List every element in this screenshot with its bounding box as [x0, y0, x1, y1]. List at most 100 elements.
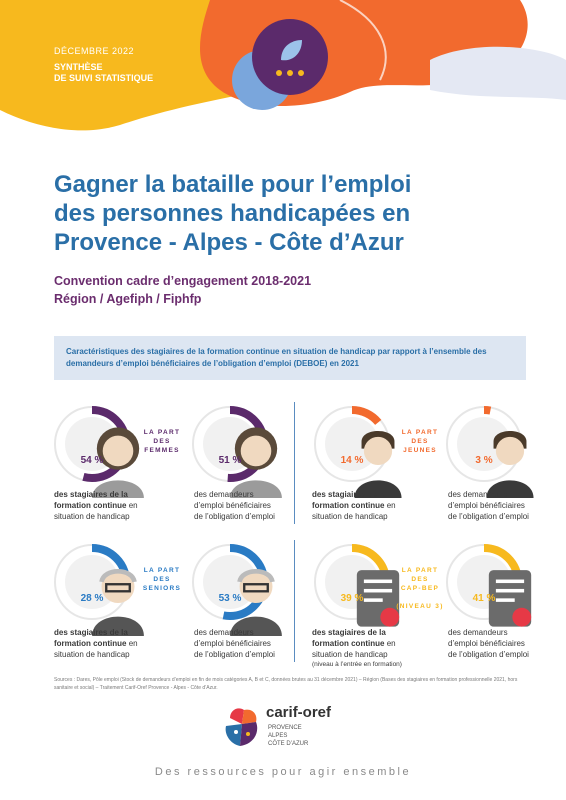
caption-trainees: des stagiaires de la formation continue e…: [54, 627, 138, 660]
logo-mark-icon: [225, 708, 258, 746]
caption-line: d’emploi bénéficiaires: [448, 501, 525, 510]
caption-line: de l’obligation d’emploi: [448, 512, 529, 521]
stat-tag-line: DES: [153, 576, 171, 583]
intro-box: Caractéristiques des stagiaires de la fo…: [54, 336, 526, 380]
senior-icon: [230, 568, 282, 636]
caption-line: des stagiaires de la: [54, 627, 138, 638]
report-type: SYNTHÈSE DE SUIVI STATISTIQUE: [54, 62, 194, 84]
donut-chart: 39 %: [312, 542, 400, 627]
stat-tag-cap-bep: LA PART DES CAP-BEP (NIVEAU 3): [390, 566, 450, 611]
percent-value: 14 %: [340, 455, 364, 466]
title-line: des personnes handicapées en: [54, 200, 411, 227]
stat-tag-line: CAP-BEP: [400, 585, 440, 592]
diploma-icon: [356, 570, 400, 627]
woman-icon: [92, 427, 144, 498]
caption-line: de l’obligation d’emploi: [194, 512, 275, 521]
caption-line: d’emploi bénéficiaires: [194, 639, 271, 648]
stat-tag-line: LA PART: [401, 567, 439, 574]
caption-line: situation de handicap: [312, 512, 388, 521]
stat-tag-line: DES: [411, 576, 429, 583]
donut-value-arc: [446, 406, 522, 482]
donut-chart: 3 %: [444, 404, 534, 498]
caption-line: des demandeurs: [448, 490, 508, 499]
stat-tag-line: DES: [411, 438, 429, 445]
logo-wordmark: carif-oref: [266, 704, 332, 721]
stat-tag-line: (NIVEAU 3): [396, 603, 444, 610]
caption-bold: formation continue: [54, 501, 127, 510]
stat-tag-line: [390, 593, 450, 602]
caption-line: des stagiaires de la: [312, 489, 396, 500]
caption-bold: des stagiaires de la: [312, 628, 386, 637]
caption-line: d’emploi bénéficiaires: [448, 639, 525, 648]
donut-chart: 28 %: [52, 542, 144, 636]
stat-tag-seniors: LA PART DES SENIORS: [130, 566, 194, 593]
caption-line: formation continue en: [54, 500, 138, 511]
footer-tagline: Des ressources pour agir ensemble: [154, 766, 412, 778]
caption-line: des stagiaires de la: [312, 627, 402, 638]
logo-region-line: CÔTE D’AZUR: [268, 741, 309, 747]
subtitle: Convention cadre d’engagement 2018-2021 …: [54, 272, 311, 308]
caption-line: des stagiaires de la: [54, 489, 138, 500]
young-person-icon: [486, 430, 534, 498]
caption-line: de l’obligation d’emploi: [448, 650, 529, 659]
logo-region: PROVENCE ALPES CÔTE D’AZUR: [268, 724, 308, 748]
caption-job-seekers: des demandeurs d’emploi bénéficiaires de l…: [448, 627, 529, 660]
caption-line: situation de handicap: [312, 650, 388, 659]
caption-job-seekers: des demandeurs d’emploi bénéficiaires de l…: [194, 627, 275, 660]
caption-line: des demandeurs: [448, 628, 508, 637]
intro-text: Caractéristiques des stagiaires de la fo…: [66, 347, 487, 368]
stat-tag-line: JEUNES: [403, 447, 437, 454]
caption-trainees: des stagiaires de la formation continue e…: [54, 489, 138, 522]
subtitle-line: Région / Agefiph / Fiphfp: [54, 292, 202, 306]
caption-line: d’emploi bénéficiaires: [194, 501, 271, 510]
percent-value: 41 %: [472, 593, 496, 604]
stat-tag-jeunes: LA PART DES JEUNES: [390, 428, 450, 455]
donut-chart: 51 %: [190, 404, 282, 498]
caption-trainees: des stagiaires de la formation continue e…: [312, 627, 402, 670]
caption-bold: des stagiaires de la: [312, 490, 386, 499]
header-decoration: [0, 0, 566, 131]
caption-en: en: [128, 501, 138, 510]
page-title: Gagner la bataille pour l’emploi des per…: [54, 170, 494, 257]
caption-job-seekers: des demandeurs d’emploi bénéficiaires de l…: [448, 489, 529, 522]
subtitle-line: Convention cadre d’engagement 2018-2021: [54, 274, 312, 288]
stat-tag-line: DES: [153, 438, 171, 445]
stat-tag-line: LA PART: [143, 429, 181, 436]
young-person-icon: [354, 430, 402, 498]
caption-line: formation continue en: [54, 638, 138, 649]
caption-line: des demandeurs: [194, 490, 254, 499]
caption-note: (niveau à l’entrée en formation): [312, 661, 402, 668]
report-type-line: DE SUIVI STATISTIQUE: [54, 73, 154, 83]
caption-line: situation de handicap: [54, 512, 130, 521]
logo-region-line: PROVENCE: [268, 725, 302, 731]
report-type-line: SYNTHÈSE: [54, 62, 103, 72]
donut-chart: 53 %: [190, 542, 282, 636]
title-line: Gagner la bataille pour l’emploi: [54, 171, 412, 198]
divider: [294, 402, 295, 524]
carif-oref-logo: carif-oref PROVENCE ALPES CÔTE D’AZUR: [222, 704, 362, 754]
sources-note: Sources : Dares, Pôle emploi (Stock de d…: [54, 677, 518, 691]
divider: [294, 540, 295, 662]
caption-line: formation continue en: [312, 638, 402, 649]
percent-value: 53 %: [218, 593, 242, 604]
title-line: Provence - Alpes - Côte d’Azur: [54, 229, 404, 256]
caption-en: en: [128, 639, 138, 648]
senior-icon: [92, 568, 144, 636]
diploma-icon: [488, 570, 532, 627]
stat-tag-line: LA PART: [143, 567, 181, 574]
percent-value: 54 %: [80, 455, 104, 466]
logo-region-line: ALPES: [268, 733, 288, 739]
caption-line: de l’obligation d’emploi: [194, 650, 275, 659]
percent-value: 51 %: [218, 455, 242, 466]
caption-line: formation continue en: [312, 500, 396, 511]
caption-bold: des stagiaires de la: [54, 628, 128, 637]
donut-value-arc: [314, 406, 390, 482]
donut-chart: 54 %: [52, 404, 144, 498]
caption-bold: formation continue: [312, 639, 385, 648]
caption-line: situation de handicap: [54, 650, 130, 659]
percent-value: 28 %: [80, 593, 104, 604]
donut-chart: 41 %: [444, 542, 532, 627]
stat-tag-line: SENIORS: [142, 585, 182, 592]
caption-job-seekers: des demandeurs d’emploi bénéficiaires de l…: [194, 489, 275, 522]
caption-bold: formation continue: [54, 639, 127, 648]
